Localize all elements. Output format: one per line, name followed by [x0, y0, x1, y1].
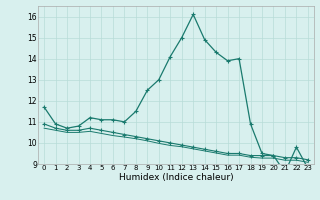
X-axis label: Humidex (Indice chaleur): Humidex (Indice chaleur)	[119, 173, 233, 182]
